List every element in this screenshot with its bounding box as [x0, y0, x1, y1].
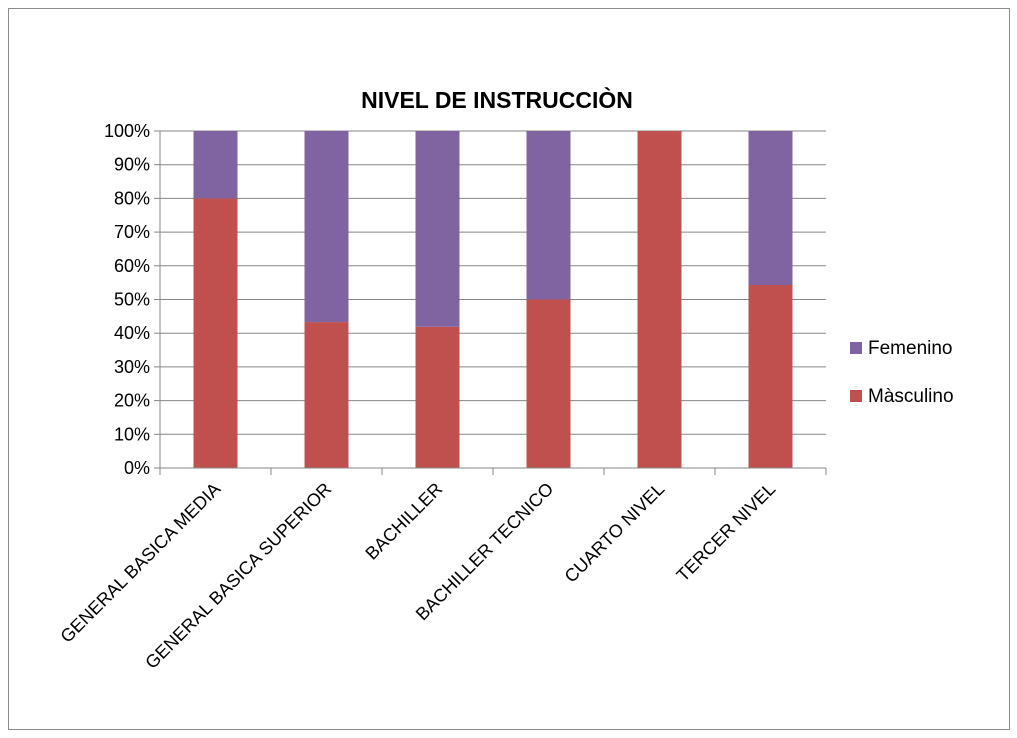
x-tick-label: GENERAL BASICA SUPERIOR — [141, 479, 335, 673]
y-tick-label: 60% — [114, 256, 150, 276]
bar-segment — [526, 131, 571, 300]
y-tick-label: 0% — [124, 458, 150, 478]
bar-segment — [526, 299, 571, 468]
bar-segment — [415, 131, 460, 327]
y-tick-label: 30% — [114, 357, 150, 377]
y-tick-label: 40% — [114, 323, 150, 343]
gridlines — [154, 130, 826, 469]
y-tick-label: 70% — [114, 222, 150, 242]
legend: Femenino Màsculino — [850, 338, 954, 407]
bar-segment — [637, 131, 682, 468]
bar-segment — [748, 285, 793, 468]
x-tick-label: BACHILLER — [361, 479, 446, 564]
y-tick-label: 10% — [114, 424, 150, 444]
bars — [193, 131, 793, 468]
chart-title: NIVEL DE INSTRUCCIÒN — [361, 86, 633, 113]
y-tick-label: 50% — [114, 290, 150, 310]
chart-area — [8, 8, 1010, 730]
y-tick-label: 90% — [114, 155, 150, 175]
y-tick-label: 100% — [104, 121, 150, 141]
bar-segment — [193, 198, 238, 468]
bar-segment — [304, 131, 349, 323]
bar-segment — [748, 131, 793, 286]
legend-swatch — [850, 342, 862, 354]
bar-segment — [304, 322, 349, 468]
legend-label: Femenino — [868, 338, 953, 359]
y-tick-label: 80% — [114, 188, 150, 208]
bar-segment — [193, 131, 238, 199]
axes — [159, 131, 827, 475]
x-tick-label: CUARTO NIVEL — [561, 479, 669, 587]
x-tick-label: TERCER NIVEL — [673, 479, 780, 586]
y-tick-label: 20% — [114, 391, 150, 411]
legend-label: Màsculino — [868, 386, 954, 407]
y-axis-tick-labels: 0% 10% 20% 30% 40% 50% 60% 70% 80% 90% 100% — [104, 121, 150, 478]
bar-segment — [415, 326, 460, 468]
legend-swatch — [850, 390, 862, 402]
